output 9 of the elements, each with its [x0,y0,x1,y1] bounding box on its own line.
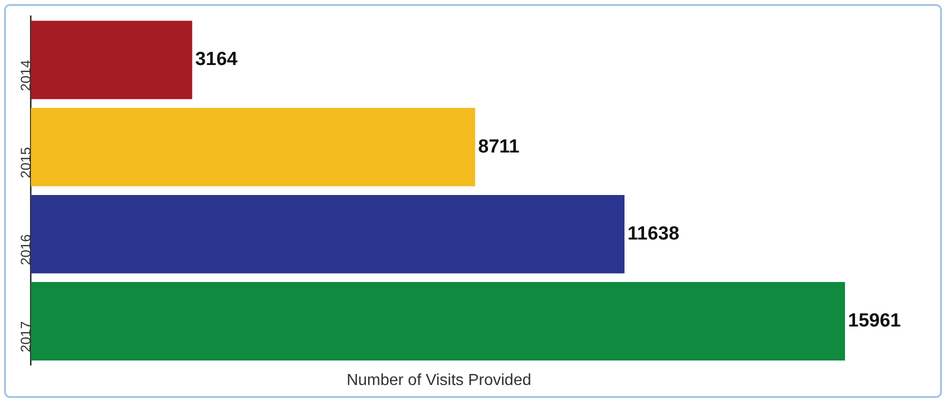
bar [30,108,476,186]
data-label: 15961 [848,310,902,332]
data-label: 8711 [478,136,520,158]
x-axis-title: Number of Visits Provided [346,372,532,389]
data-label: 11638 [627,223,680,244]
bar [30,282,846,360]
data-label: 3164 [195,49,238,70]
bar [30,20,192,100]
bar [30,194,624,274]
